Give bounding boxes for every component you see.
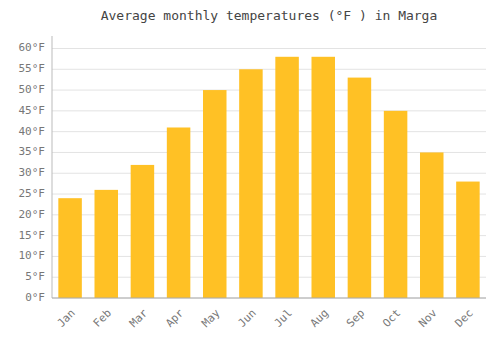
bar	[348, 78, 372, 298]
bar	[58, 198, 82, 298]
bar	[384, 111, 408, 298]
x-tick-label: Jun	[235, 307, 258, 330]
bar	[239, 69, 263, 298]
chart: 0°F 5°F 10°F 15°F 20°F 25°F 30°F 35°F 40°F 45°F 50…	[0, 0, 500, 350]
bar	[203, 90, 227, 298]
x-tick-labels: Jan Feb Mar Apr May Jun Jul Aug Sep Oct Nov Dec	[55, 306, 476, 330]
y-tick-label: 40°F	[19, 125, 46, 138]
x-tick-label: Mar	[127, 306, 151, 330]
x-tick-label: Jul	[272, 307, 295, 330]
grid	[52, 48, 486, 298]
bar	[456, 182, 480, 298]
x-tick-label: Oct	[380, 307, 403, 330]
x-tick-label: Aug	[308, 307, 331, 330]
y-tick-label: 0°F	[25, 291, 45, 304]
y-tick-label: 45°F	[19, 104, 46, 117]
x-tick-label: Dec	[452, 307, 475, 330]
y-tick-label: 55°F	[19, 62, 46, 75]
bar	[311, 57, 335, 298]
x-tick-label: Jan	[55, 307, 78, 330]
y-tick-label: 25°F	[19, 187, 46, 200]
chart-container: 0°F 5°F 10°F 15°F 20°F 25°F 30°F 35°F 40°F 45°F 50…	[0, 0, 500, 350]
y-tick-labels: 0°F 5°F 10°F 15°F 20°F 25°F 30°F 35°F 40°F 45°F 50…	[19, 41, 46, 304]
grid-line	[52, 110, 486, 111]
bars	[58, 57, 479, 298]
y-axis-line	[52, 36, 53, 298]
title: Average monthly temperatures (°F ) in Ma…	[101, 8, 438, 23]
grid-line	[52, 298, 486, 299]
grid-line	[52, 48, 486, 49]
grid-line	[52, 69, 486, 70]
y-tick-label: 60°F	[19, 41, 46, 54]
bar	[275, 57, 299, 298]
y-tick-label: 20°F	[19, 208, 46, 221]
bar	[131, 165, 155, 298]
x-tick-label: Sep	[344, 307, 367, 330]
x-axis-line	[52, 298, 486, 299]
bar	[420, 152, 444, 298]
y-tick-label: 10°F	[19, 249, 46, 262]
y-tick-label: 15°F	[19, 229, 46, 242]
x-tick-label: Apr	[163, 306, 187, 330]
x-tick-label: Feb	[91, 307, 114, 330]
grid-line	[52, 131, 486, 132]
x-tick-label: Nov	[416, 306, 440, 330]
y-tick-label: 5°F	[25, 270, 45, 283]
y-tick-label: 35°F	[19, 145, 46, 158]
y-tick-label: 50°F	[19, 83, 46, 96]
bar	[94, 190, 118, 298]
y-tick-label: 30°F	[19, 166, 46, 179]
grid-line	[52, 90, 486, 91]
x-tick-label: May	[199, 306, 223, 330]
bar	[167, 127, 191, 298]
